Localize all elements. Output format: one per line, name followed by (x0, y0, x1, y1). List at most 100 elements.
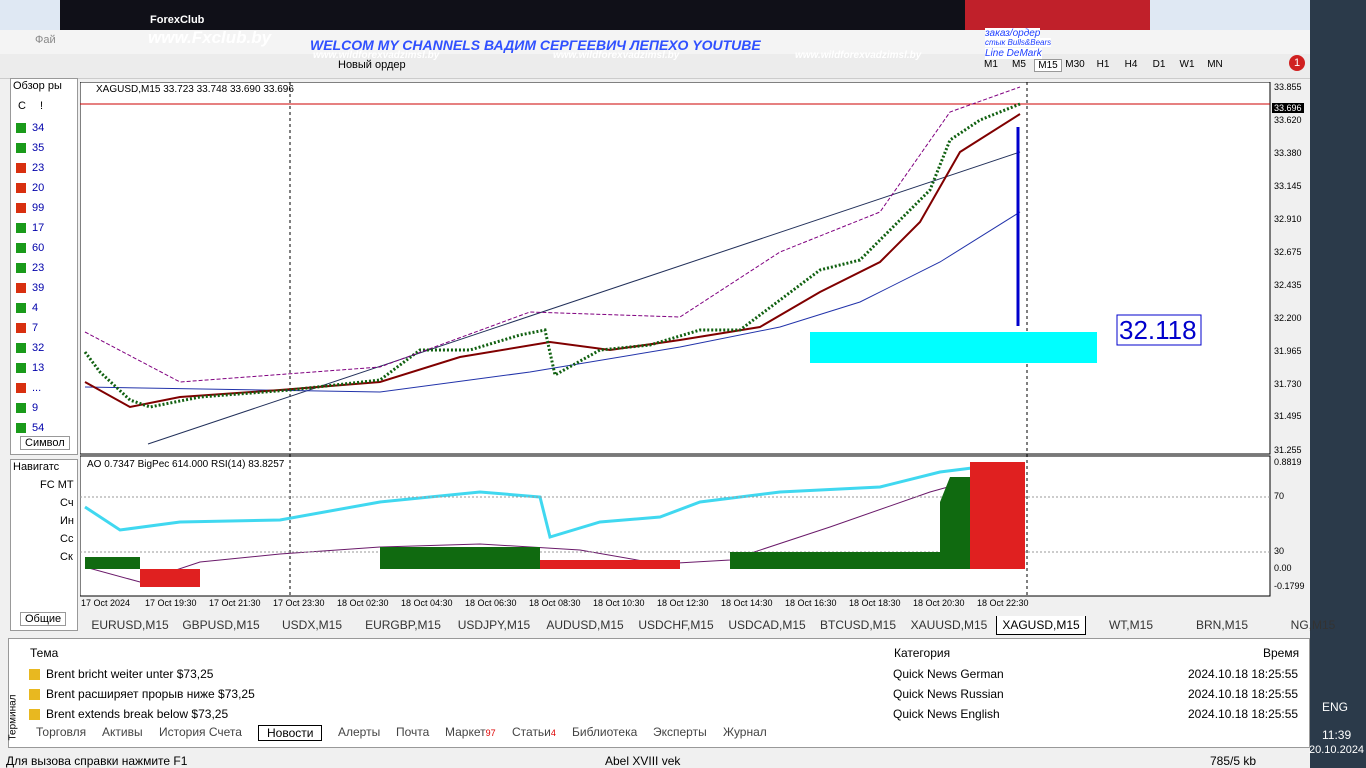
symbol-tab[interactable]: EURGBP,M15 (365, 618, 441, 632)
column-header: Тема (30, 646, 59, 660)
time-label: 18 Oct 18:30 (849, 598, 901, 608)
time-label: 18 Oct 20:30 (913, 598, 965, 608)
symbol-tab[interactable]: USDX,M15 (281, 618, 343, 632)
banner-link: www.wildforexvadzimsl.by (553, 50, 680, 61)
terminal-tab[interactable]: Активы (102, 725, 143, 739)
time-label: 18 Oct 02:30 (337, 598, 389, 608)
status-help: Для вызова справки нажмите F1 (6, 754, 188, 768)
direction-icon (16, 163, 26, 173)
quote-value: 4 (32, 302, 39, 314)
symbol-tab[interactable]: USDCAD,M15 (728, 618, 806, 632)
news-cell: Brent extends break below $73,25 (46, 707, 229, 721)
symbol-tab[interactable]: USDCHF,M15 (638, 618, 714, 632)
banner-brand: ForexClub (150, 14, 205, 26)
time-label: 17 Oct 21:30 (209, 598, 261, 608)
symbol-tab[interactable]: BRN,M15 (1195, 618, 1248, 632)
quote-value: 13 (32, 362, 45, 374)
terminal-tab[interactable]: Журнал (723, 725, 767, 739)
price-label: 33.855 (1274, 82, 1302, 92)
panel-tab[interactable]: Символ (20, 436, 70, 450)
terminal-tab[interactable]: Эксперты (653, 725, 707, 739)
direction-icon (16, 203, 26, 213)
terminal-tab[interactable]: Почта (396, 725, 430, 739)
ma-slow (84, 211, 1021, 393)
menu-bar (0, 30, 1310, 54)
price-label: 33.620 (1274, 114, 1302, 125)
terminal-tab[interactable]: Маркет97 (445, 725, 496, 739)
news-cell: 2024.10.18 18:25:55 (1188, 687, 1299, 701)
timeframe-button[interactable]: M30 (1065, 59, 1085, 70)
new-order-button[interactable]: Новый ордер (338, 59, 406, 71)
symbol-tab[interactable]: NG,M15 (1290, 618, 1336, 632)
rsi-line (84, 465, 1021, 539)
banner-note: стык Bulls&Bears (985, 38, 1052, 47)
news-cell: 2024.10.18 18:25:55 (1188, 667, 1299, 681)
symbol-tab[interactable]: GBPUSD,M15 (182, 618, 260, 632)
banner-link: www.wildforexvadzimsl.by (313, 50, 440, 61)
quote-value: 17 (32, 222, 45, 234)
time-label: 18 Oct 12:30 (657, 598, 709, 608)
symbol-tab[interactable]: USDJPY,M15 (457, 618, 531, 632)
price-label: 31.255 (1274, 445, 1302, 455)
price-label: 31.730 (1274, 378, 1302, 389)
level-zone (810, 332, 1097, 363)
status-traffic: 785/5 kb (1210, 754, 1257, 768)
tree-item: Сч (60, 497, 74, 509)
column-header: ! (40, 100, 44, 112)
time-label: 18 Oct 22:30 (977, 598, 1029, 608)
terminal-tab[interactable]: Новости (258, 725, 323, 741)
direction-icon (16, 403, 26, 413)
price-label: 31.965 (1274, 345, 1302, 356)
timeframe-button[interactable]: D1 (1152, 59, 1166, 70)
timeframe-button[interactable]: M5 (1012, 59, 1026, 70)
direction-icon (16, 423, 26, 433)
terminal-tab[interactable]: Алерты (338, 725, 381, 739)
tree-root: FC MT (40, 479, 74, 491)
current-price: 33.696 (1272, 103, 1304, 113)
timeframe-button[interactable]: H1 (1096, 59, 1110, 70)
timeframe-button[interactable]: W1 (1179, 59, 1195, 70)
direction-icon (16, 183, 26, 193)
column-header: Категория (894, 646, 951, 660)
terminal-tab[interactable]: История Счета (159, 725, 242, 739)
terminal-tab[interactable]: Библиотека (572, 725, 638, 739)
column-header: С (18, 100, 26, 112)
news-icon (29, 669, 40, 680)
tree-item: Сс (60, 533, 74, 545)
price-candles (83, 102, 1021, 409)
symbol-tab[interactable]: XAGUSD,M15 (996, 616, 1086, 635)
timeframe-button[interactable]: M1 (984, 59, 998, 70)
indicator-pane (80, 455, 1271, 597)
terminal-tab[interactable]: Статьи4 (512, 725, 556, 739)
symbol-tab[interactable]: XAUUSD,M15 (910, 618, 988, 632)
banner-site: www.Fxclub.by (148, 28, 272, 47)
time-label: 17 Oct 2024 (81, 598, 131, 608)
timeframe-button[interactable]: M15 (1034, 59, 1062, 72)
price-label: 32.435 (1274, 280, 1302, 291)
taskbar (1310, 0, 1366, 768)
indicator-header: AO 0.7347 BigPec 614.000 RSI(14) 83.8257 (87, 459, 285, 470)
taskbar-time: 11:39 (1322, 728, 1352, 742)
news-icon (29, 709, 40, 720)
news-cell: Quick News Russian (893, 687, 1004, 701)
direction-icon (16, 343, 26, 353)
panel-tab[interactable]: Общие (20, 612, 67, 626)
panel-bg (10, 459, 78, 631)
direction-icon (16, 303, 26, 313)
symbol-tab[interactable]: EURUSD,M15 (91, 618, 169, 632)
quote-value: 54 (32, 422, 45, 434)
indicator-label: 0.8819 (1274, 457, 1302, 467)
time-label: 18 Oct 06:30 (465, 598, 517, 608)
symbol-tab[interactable]: BTCUSD,M15 (819, 618, 896, 632)
level-box (1116, 314, 1202, 346)
symbol-tab[interactable]: WT,M15 (1108, 618, 1153, 632)
indicator-label: 0.00 (1274, 563, 1292, 573)
quote-value: 23 (32, 162, 45, 174)
terminal-tab[interactable]: Торговля (36, 725, 87, 739)
timeframe-button[interactable]: MN (1207, 59, 1223, 70)
notification-badge: 1 (1289, 55, 1305, 71)
bigpec-histogram (85, 477, 970, 569)
symbol-tab[interactable]: AUDUSD,M15 (546, 618, 624, 632)
timeframe-button[interactable]: H4 (1124, 59, 1138, 70)
